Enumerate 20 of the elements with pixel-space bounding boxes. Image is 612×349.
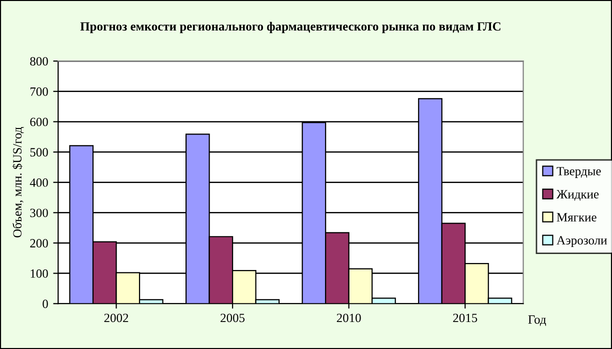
y-tick-label: 100 xyxy=(30,269,48,278)
y-tick-label: 500 xyxy=(30,148,48,156)
x-axis-title: Год xyxy=(528,315,546,326)
chart-title: Прогноз емкости регионального фармацевтического рынка по видам ГЛС xyxy=(80,22,500,34)
y-tick-label: 200 xyxy=(30,239,48,248)
y-axis-title: Объем, млн. $US/год xyxy=(12,127,24,238)
y-tick-label: 700 xyxy=(30,87,48,96)
y-tick-label: 800 xyxy=(30,57,48,66)
y-tick-label: 400 xyxy=(30,178,48,187)
legend-label: Мягкие xyxy=(556,213,596,222)
y-tick-label: 0 xyxy=(42,300,48,308)
x-tick-label: 2015 xyxy=(453,314,478,322)
x-tick-label: 2010 xyxy=(336,314,361,322)
y-tick-label: 300 xyxy=(30,208,48,218)
legend-label: Твердые xyxy=(556,167,601,178)
x-tick-label: 2002 xyxy=(104,314,128,322)
y-tick-label: 600 xyxy=(30,118,48,126)
legend-label: Жидкие xyxy=(556,190,599,201)
x-tick-label: 2005 xyxy=(220,314,245,322)
legend-label: Аэрозоли xyxy=(556,236,607,248)
